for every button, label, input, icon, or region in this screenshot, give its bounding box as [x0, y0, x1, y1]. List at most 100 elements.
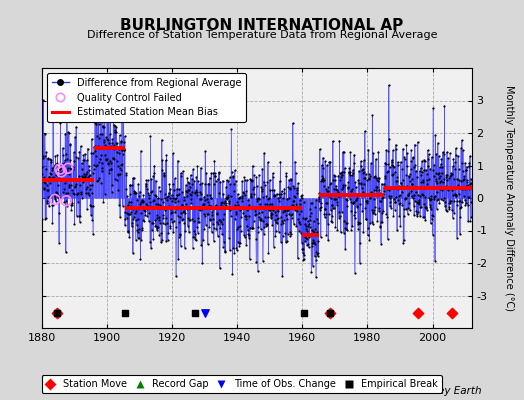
Point — [272, 206, 281, 212]
Point — [137, 237, 145, 244]
Point — [374, 175, 382, 181]
Point — [54, 182, 62, 188]
Point — [96, 131, 104, 138]
Text: Difference of Station Temperature Data from Regional Average: Difference of Station Temperature Data f… — [87, 30, 437, 40]
Point — [285, 184, 293, 190]
Point — [107, 189, 116, 195]
Point — [43, 182, 51, 189]
Point — [237, 214, 245, 220]
Point — [410, 212, 418, 218]
Point — [43, 198, 51, 204]
Point — [285, 176, 293, 183]
Point — [424, 156, 432, 162]
Point — [326, 180, 334, 187]
Point — [61, 180, 69, 186]
Point — [261, 223, 270, 229]
Point — [396, 223, 405, 229]
Point — [254, 224, 263, 230]
Point — [396, 192, 404, 198]
Point — [364, 225, 372, 231]
Point — [75, 182, 84, 188]
Point — [79, 179, 87, 185]
Point — [310, 218, 318, 224]
Point — [384, 148, 392, 154]
Point — [219, 178, 227, 184]
Point — [353, 194, 361, 201]
Point — [284, 207, 292, 213]
Point — [99, 117, 107, 123]
Point — [202, 211, 211, 217]
Point — [399, 213, 408, 219]
Point — [134, 216, 143, 222]
Point — [106, 158, 114, 164]
Point — [268, 222, 277, 228]
Point — [166, 223, 174, 229]
Point — [261, 214, 270, 220]
Point — [351, 179, 359, 185]
Point — [334, 188, 342, 195]
Point — [78, 160, 86, 166]
Point — [176, 214, 184, 220]
Point — [380, 184, 389, 190]
Point — [132, 217, 140, 223]
Point — [124, 228, 133, 234]
Point — [316, 204, 324, 211]
Point — [203, 241, 212, 248]
Point — [346, 149, 355, 155]
Point — [364, 146, 373, 153]
Point — [298, 195, 306, 201]
Point — [371, 204, 379, 210]
Point — [437, 160, 445, 167]
Point — [323, 162, 331, 168]
Point — [237, 206, 245, 212]
Point — [116, 171, 125, 178]
Point — [380, 180, 388, 187]
Point — [412, 173, 421, 180]
Point — [184, 187, 192, 193]
Point — [174, 256, 182, 262]
Point — [355, 168, 363, 174]
Point — [293, 255, 302, 262]
Point — [82, 190, 90, 197]
Point — [48, 165, 56, 171]
Point — [334, 208, 343, 215]
Point — [403, 183, 411, 190]
Point — [245, 234, 253, 241]
Point — [448, 207, 456, 213]
Point — [268, 200, 276, 207]
Point — [423, 180, 432, 187]
Point — [49, 174, 58, 181]
Point — [201, 148, 210, 154]
Point — [405, 172, 413, 179]
Point — [342, 196, 350, 202]
Point — [56, 166, 64, 172]
Point — [269, 244, 278, 250]
Point — [309, 263, 317, 269]
Point — [330, 195, 339, 202]
Point — [361, 169, 369, 175]
Point — [361, 175, 369, 182]
Point — [266, 210, 275, 216]
Point — [221, 249, 229, 256]
Point — [238, 193, 246, 199]
Point — [212, 202, 220, 208]
Point — [243, 227, 252, 234]
Point — [307, 210, 315, 216]
Point — [392, 177, 401, 184]
Point — [407, 158, 415, 164]
Point — [400, 237, 408, 244]
Point — [259, 218, 267, 224]
Point — [351, 209, 359, 216]
Point — [201, 181, 210, 187]
Point — [224, 192, 233, 199]
Point — [144, 190, 152, 196]
Point — [174, 198, 182, 205]
Point — [360, 181, 368, 187]
Point — [267, 215, 276, 221]
Point — [88, 217, 96, 223]
Point — [215, 170, 223, 176]
Point — [124, 202, 132, 208]
Point — [81, 174, 90, 180]
Point — [384, 236, 392, 242]
Point — [49, 201, 57, 208]
